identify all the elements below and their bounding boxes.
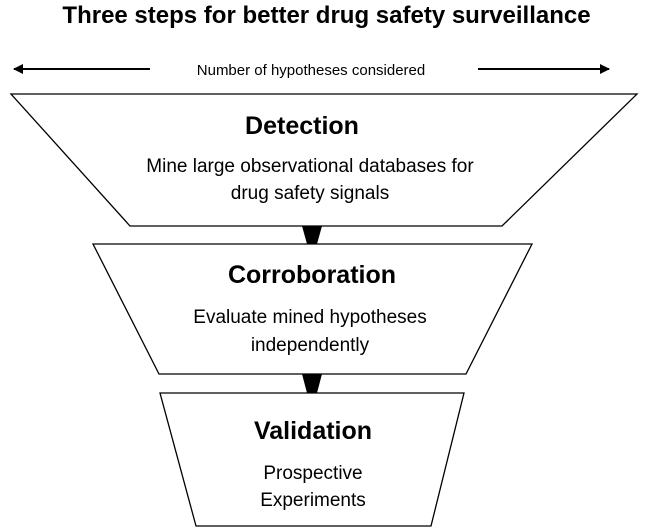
stage-validation-title: Validation — [254, 417, 372, 445]
hypotheses-axis: Number of hypotheses considered — [13, 62, 610, 79]
stage-corroboration-shape — [91, 243, 534, 375]
stage-validation-desc-line-1: Prospective — [263, 463, 362, 484]
diagram-title: Three steps for better drug safety surve… — [62, 2, 591, 29]
stage-detection: Detection Mine large observational datab… — [9, 93, 639, 227]
stage-validation-desc-line-2: Experiments — [260, 490, 366, 511]
connector-detection-corroboration — [302, 226, 322, 244]
stage-detection-title: Detection — [245, 112, 359, 140]
stage-corroboration-desc-line-2: independently — [251, 335, 370, 356]
stage-detection-desc-line-2: drug safety signals — [231, 183, 389, 204]
stage-corroboration-title: Corroboration — [228, 261, 396, 289]
axis-label: Number of hypotheses considered — [197, 62, 425, 79]
stage-validation-shape — [159, 392, 465, 527]
stage-corroboration-desc-line-1: Evaluate mined hypotheses — [193, 307, 426, 328]
connector-corroboration-validation — [302, 374, 322, 393]
stage-corroboration: Corroboration Evaluate mined hypotheses … — [91, 243, 534, 375]
stage-detection-shape — [9, 93, 639, 227]
stage-validation: Validation Prospective Experiments — [159, 392, 465, 527]
stage-detection-desc-line-1: Mine large observational databases for — [146, 156, 474, 177]
